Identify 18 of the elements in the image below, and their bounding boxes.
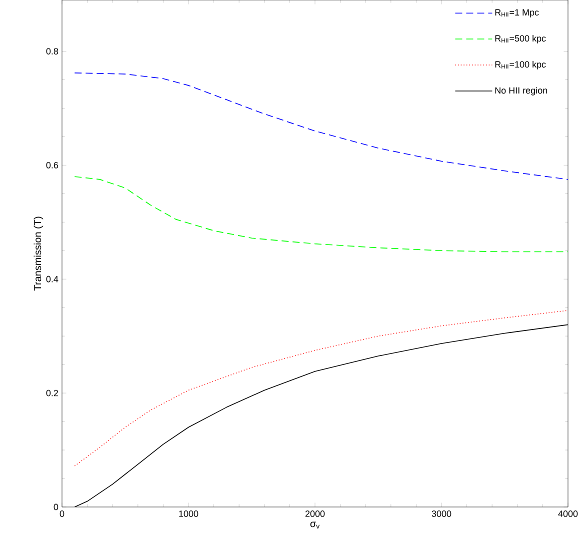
legend-label: R$_{HII}$=100 kpc <box>495 60 546 70</box>
legend-label: No HII region <box>495 86 548 96</box>
x-tick-label: 0 <box>60 510 64 517</box>
y-axis-title: Transmission (T) <box>34 216 44 291</box>
x-tick-label: 2000 <box>305 510 325 517</box>
y-tick-label: 0.2 <box>46 390 58 396</box>
y-tick-label: 0.6 <box>46 162 58 168</box>
x-tick-label: 1000 <box>179 510 198 517</box>
x-tick-label: 4000 <box>558 510 578 517</box>
line-series <box>74 72 568 180</box>
y-tick-label: 0.8 <box>46 48 58 54</box>
y-tick-label: 0.4 <box>46 276 58 282</box>
legend-label: R$_{HII}$=500 kpc <box>495 34 546 44</box>
line-series <box>74 310 568 466</box>
x-axis-title: σ$_{v}$ <box>310 522 320 529</box>
y-tick-label: 0 <box>54 504 58 510</box>
legend-label: R$_{HII}$=1 Mpc <box>495 9 539 18</box>
x-tick-label: 3000 <box>432 510 452 517</box>
